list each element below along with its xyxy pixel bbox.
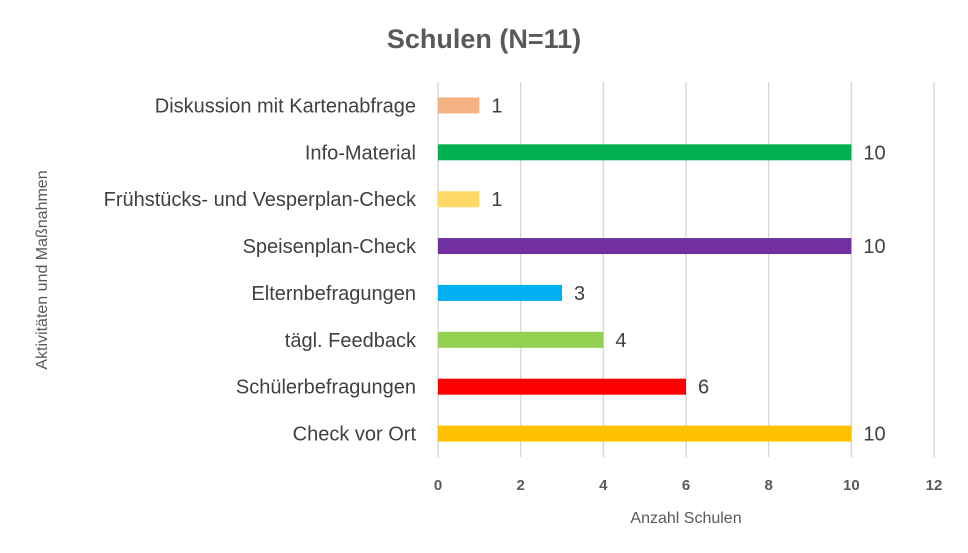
bar [438,378,686,395]
data-label: 1 [491,95,502,117]
category-label: tägl. Feedback [285,330,417,352]
x-tick-label: 0 [434,477,442,494]
data-label: 10 [863,236,885,258]
bar [438,144,852,161]
bar [438,238,852,255]
y-axis-title: Aktivitäten und Maßnahmen [34,170,51,369]
x-tick-label: 2 [516,477,524,494]
x-tick-label: 8 [764,477,772,494]
bar [438,284,562,301]
data-label: 10 [863,142,885,164]
category-label: Schülerbefragungen [236,377,416,399]
category-label: Elternbefragungen [251,283,416,305]
x-tick-label: 6 [682,477,690,494]
data-labels: 1 10 1 10 3 4 6 10 [491,95,885,445]
category-label: Check vor Ort [293,424,417,446]
x-axis-title: Anzahl Schulen [630,510,741,527]
bars [438,97,852,442]
data-label: 10 [863,424,885,446]
category-label: Speisenplan-Check [243,236,417,258]
bar [438,425,852,442]
x-tick-label: 4 [599,477,608,494]
category-label: Frühstücks- und Vesperplan-Check [104,189,417,211]
data-label: 6 [698,377,709,399]
category-labels: Diskussion mit Kartenabfrage Info-Materia… [104,95,417,445]
x-tick-labels: 0 2 4 6 8 10 12 [434,477,943,494]
data-label: 4 [615,330,626,352]
data-label: 1 [491,189,502,211]
x-tick-label: 12 [926,477,943,494]
data-label: 3 [574,283,585,305]
x-tick-label: 10 [843,477,860,494]
category-label: Info-Material [305,142,416,164]
bar [438,331,604,348]
bar [438,191,480,208]
grid-lines [437,82,935,457]
bar [438,97,480,114]
category-label: Diskussion mit Kartenabfrage [155,95,416,117]
chart-title: Schulen (N=11) [387,24,581,54]
